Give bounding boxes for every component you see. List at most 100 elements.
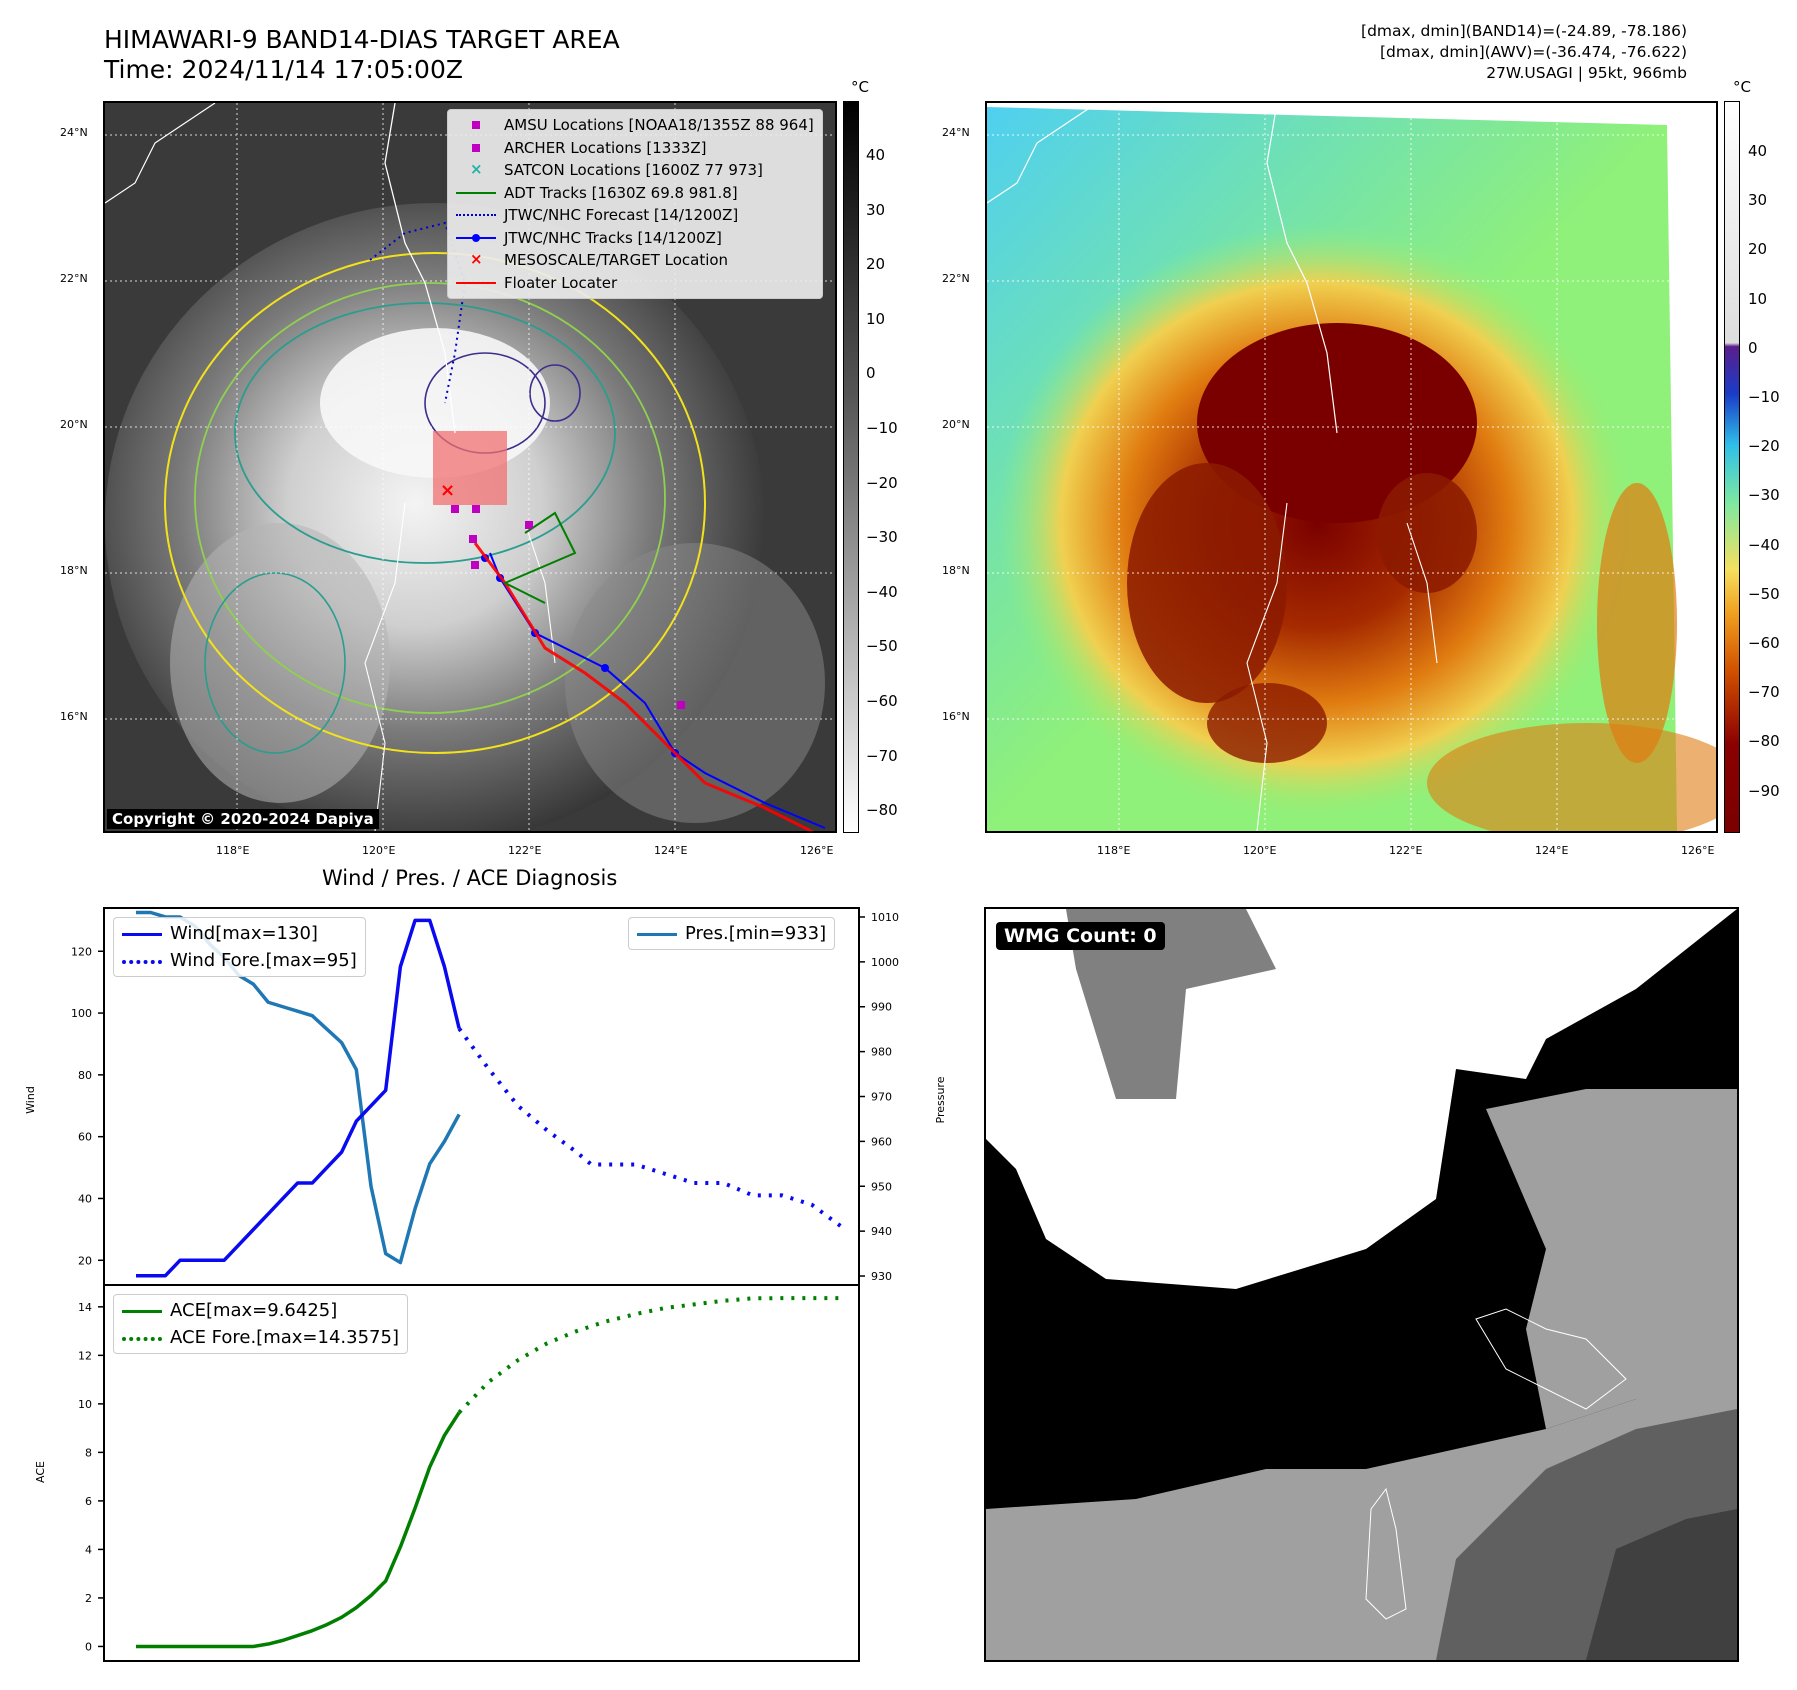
color-map-image [987, 103, 1716, 831]
color-colorbar [1724, 101, 1740, 833]
legend-item: Pres.[min=933] [637, 920, 826, 947]
lat-tick: 20°N [942, 418, 970, 431]
legend-item: × SATCON Locations [1600Z 77 973] [456, 159, 814, 182]
gray-colorbar-tick: 10 [866, 309, 886, 328]
gray-colorbar-tick: −20 [866, 473, 898, 492]
pressure-axis-tick-label: 990 [871, 1001, 892, 1014]
color-colorbar-tick: −80 [1748, 732, 1780, 751]
gray-colorbar-unit: °C [851, 78, 869, 96]
color-colorbar-tick: 20 [1748, 240, 1768, 259]
color-map-panel [985, 101, 1718, 833]
color-colorbar-unit: °C [1733, 78, 1751, 96]
gray-colorbar-tick: −10 [866, 419, 898, 437]
pressure-axis-tick-label: 970 [871, 1091, 892, 1104]
legend-item: JTWC/NHC Forecast [14/1200Z] [456, 204, 814, 227]
color-colorbar-tick: −70 [1748, 683, 1780, 702]
pressure-axis-tick-label: 1000 [871, 956, 899, 969]
color-colorbar-tick: 0 [1748, 338, 1758, 357]
legend-item: ARCHER Locations [1333Z] [456, 137, 814, 160]
lat-tick: 22°N [942, 272, 970, 285]
lat-tick: 24°N [60, 126, 88, 139]
lon-tick: 124°E [654, 844, 688, 857]
ace-legend: ACE[max=9.6425] ACE Fore.[max=14.3575] [113, 1294, 408, 1354]
wind-axis-tick-label: 100 [71, 1007, 92, 1020]
lon-tick: 124°E [1535, 844, 1569, 857]
pressure-axis-tick-label: 960 [871, 1135, 892, 1148]
ace-axis-label: ACE [34, 1461, 47, 1483]
gray-colorbar-tick: −70 [866, 746, 898, 765]
lon-tick: 126°E [1681, 844, 1715, 857]
ace-axis-tick-label: 10 [78, 1398, 92, 1411]
wind-axis-tick-label: 20 [78, 1254, 92, 1267]
wind-axis-tick-label: 120 [71, 945, 92, 958]
color-colorbar-tick: −20 [1748, 437, 1780, 456]
lat-tick: 18°N [60, 564, 88, 577]
gray-colorbar [843, 101, 859, 833]
wmg-image [986, 909, 1737, 1660]
chart-title: Wind / Pres. / ACE Diagnosis [322, 866, 618, 890]
legend-item: JTWC/NHC Tracks [14/1200Z] [456, 227, 814, 250]
lat-tick: 16°N [60, 710, 88, 723]
color-colorbar-tick: 10 [1748, 289, 1768, 308]
lon-tick: 122°E [508, 844, 542, 857]
legend-item: × MESOSCALE/TARGET Location [456, 249, 814, 272]
ace-axis-tick-label: 0 [85, 1640, 92, 1653]
gray-colorbar-tick: 0 [866, 364, 876, 383]
ir-map-panel: × Copyright © 2020-2024 Dapiya AMSU Loca… [103, 101, 837, 833]
dotted-line-icon [122, 1331, 162, 1345]
pressure-axis-label: Pressure [934, 1076, 947, 1123]
x-marker-icon: × [470, 160, 483, 179]
dotted-line-icon [122, 954, 162, 968]
color-colorbar-tick: 40 [1748, 142, 1768, 160]
lon-tick: 126°E [800, 844, 834, 857]
ace-line [136, 1411, 461, 1649]
lon-tick: 118°E [216, 844, 250, 857]
legend-item: ACE[max=9.6425] [122, 1297, 399, 1324]
wmg-count-label: WMG Count: 0 [996, 922, 1165, 950]
legend-item: ACE Fore.[max=14.3575] [122, 1324, 399, 1351]
copyright-label: Copyright © 2020-2024 Dapiya [107, 809, 379, 829]
wind-axis-label: Wind [24, 1086, 37, 1114]
legend-item: Wind Fore.[max=95] [122, 947, 357, 974]
ace-axis-tick-label: 2 [85, 1592, 92, 1605]
solid-line-icon [122, 927, 162, 941]
wind-axis-tick-label: 60 [78, 1131, 92, 1144]
figure-time: Time: 2024/11/14 17:05:00Z [104, 55, 463, 84]
color-colorbar-tick: −90 [1748, 781, 1780, 800]
lat-tick: 18°N [942, 564, 970, 577]
lon-tick: 120°E [1243, 844, 1277, 857]
gray-colorbar-tick: −60 [866, 692, 898, 710]
color-colorbar-tick: −50 [1748, 584, 1780, 603]
ace-axis-tick-label: 4 [85, 1543, 92, 1556]
color-colorbar-tick: 30 [1748, 191, 1768, 210]
dotted-line-icon [456, 208, 496, 222]
legend-item: AMSU Locations [NOAA18/1355Z 88 964] [456, 114, 814, 137]
pressure-axis-tick-label: 940 [871, 1225, 892, 1238]
color-colorbar-tick: −40 [1748, 535, 1780, 554]
ace-axis-tick-label: 6 [85, 1495, 92, 1508]
lat-tick: 16°N [942, 710, 970, 723]
wmg-panel: WMG Count: 0 [984, 907, 1739, 1662]
wind-line [136, 918, 461, 1278]
lon-tick: 120°E [362, 844, 396, 857]
legend-item: ADT Tracks [1630Z 69.8 981.8] [456, 182, 814, 205]
square-marker-icon [456, 141, 496, 155]
ace-axis-tick-label: 14 [78, 1301, 92, 1314]
pressure-axis-tick-label: 980 [871, 1046, 892, 1059]
gray-colorbar-tick: 30 [866, 200, 886, 219]
legend-item: Wind[max=130] [122, 920, 357, 947]
lon-tick: 122°E [1389, 844, 1423, 857]
ace-axis-tick-label: 8 [85, 1446, 92, 1459]
awv-range: [dmax, dmin](AWV)=(-36.474, -76.622) [1380, 43, 1687, 61]
pressure-legend: Pres.[min=933] [628, 917, 836, 950]
solid-line-icon [456, 186, 496, 200]
ace-forecast-line [457, 1296, 841, 1414]
gray-colorbar-tick: 20 [866, 255, 886, 274]
solid-line-icon [637, 927, 677, 941]
wind-axis-tick-label: 80 [78, 1069, 92, 1082]
lat-tick: 22°N [60, 272, 88, 285]
figure-title: HIMAWARI-9 BAND14-DIAS TARGET AREA [104, 25, 620, 54]
gray-colorbar-tick: −50 [866, 637, 898, 656]
gray-colorbar-tick: −40 [866, 582, 898, 601]
